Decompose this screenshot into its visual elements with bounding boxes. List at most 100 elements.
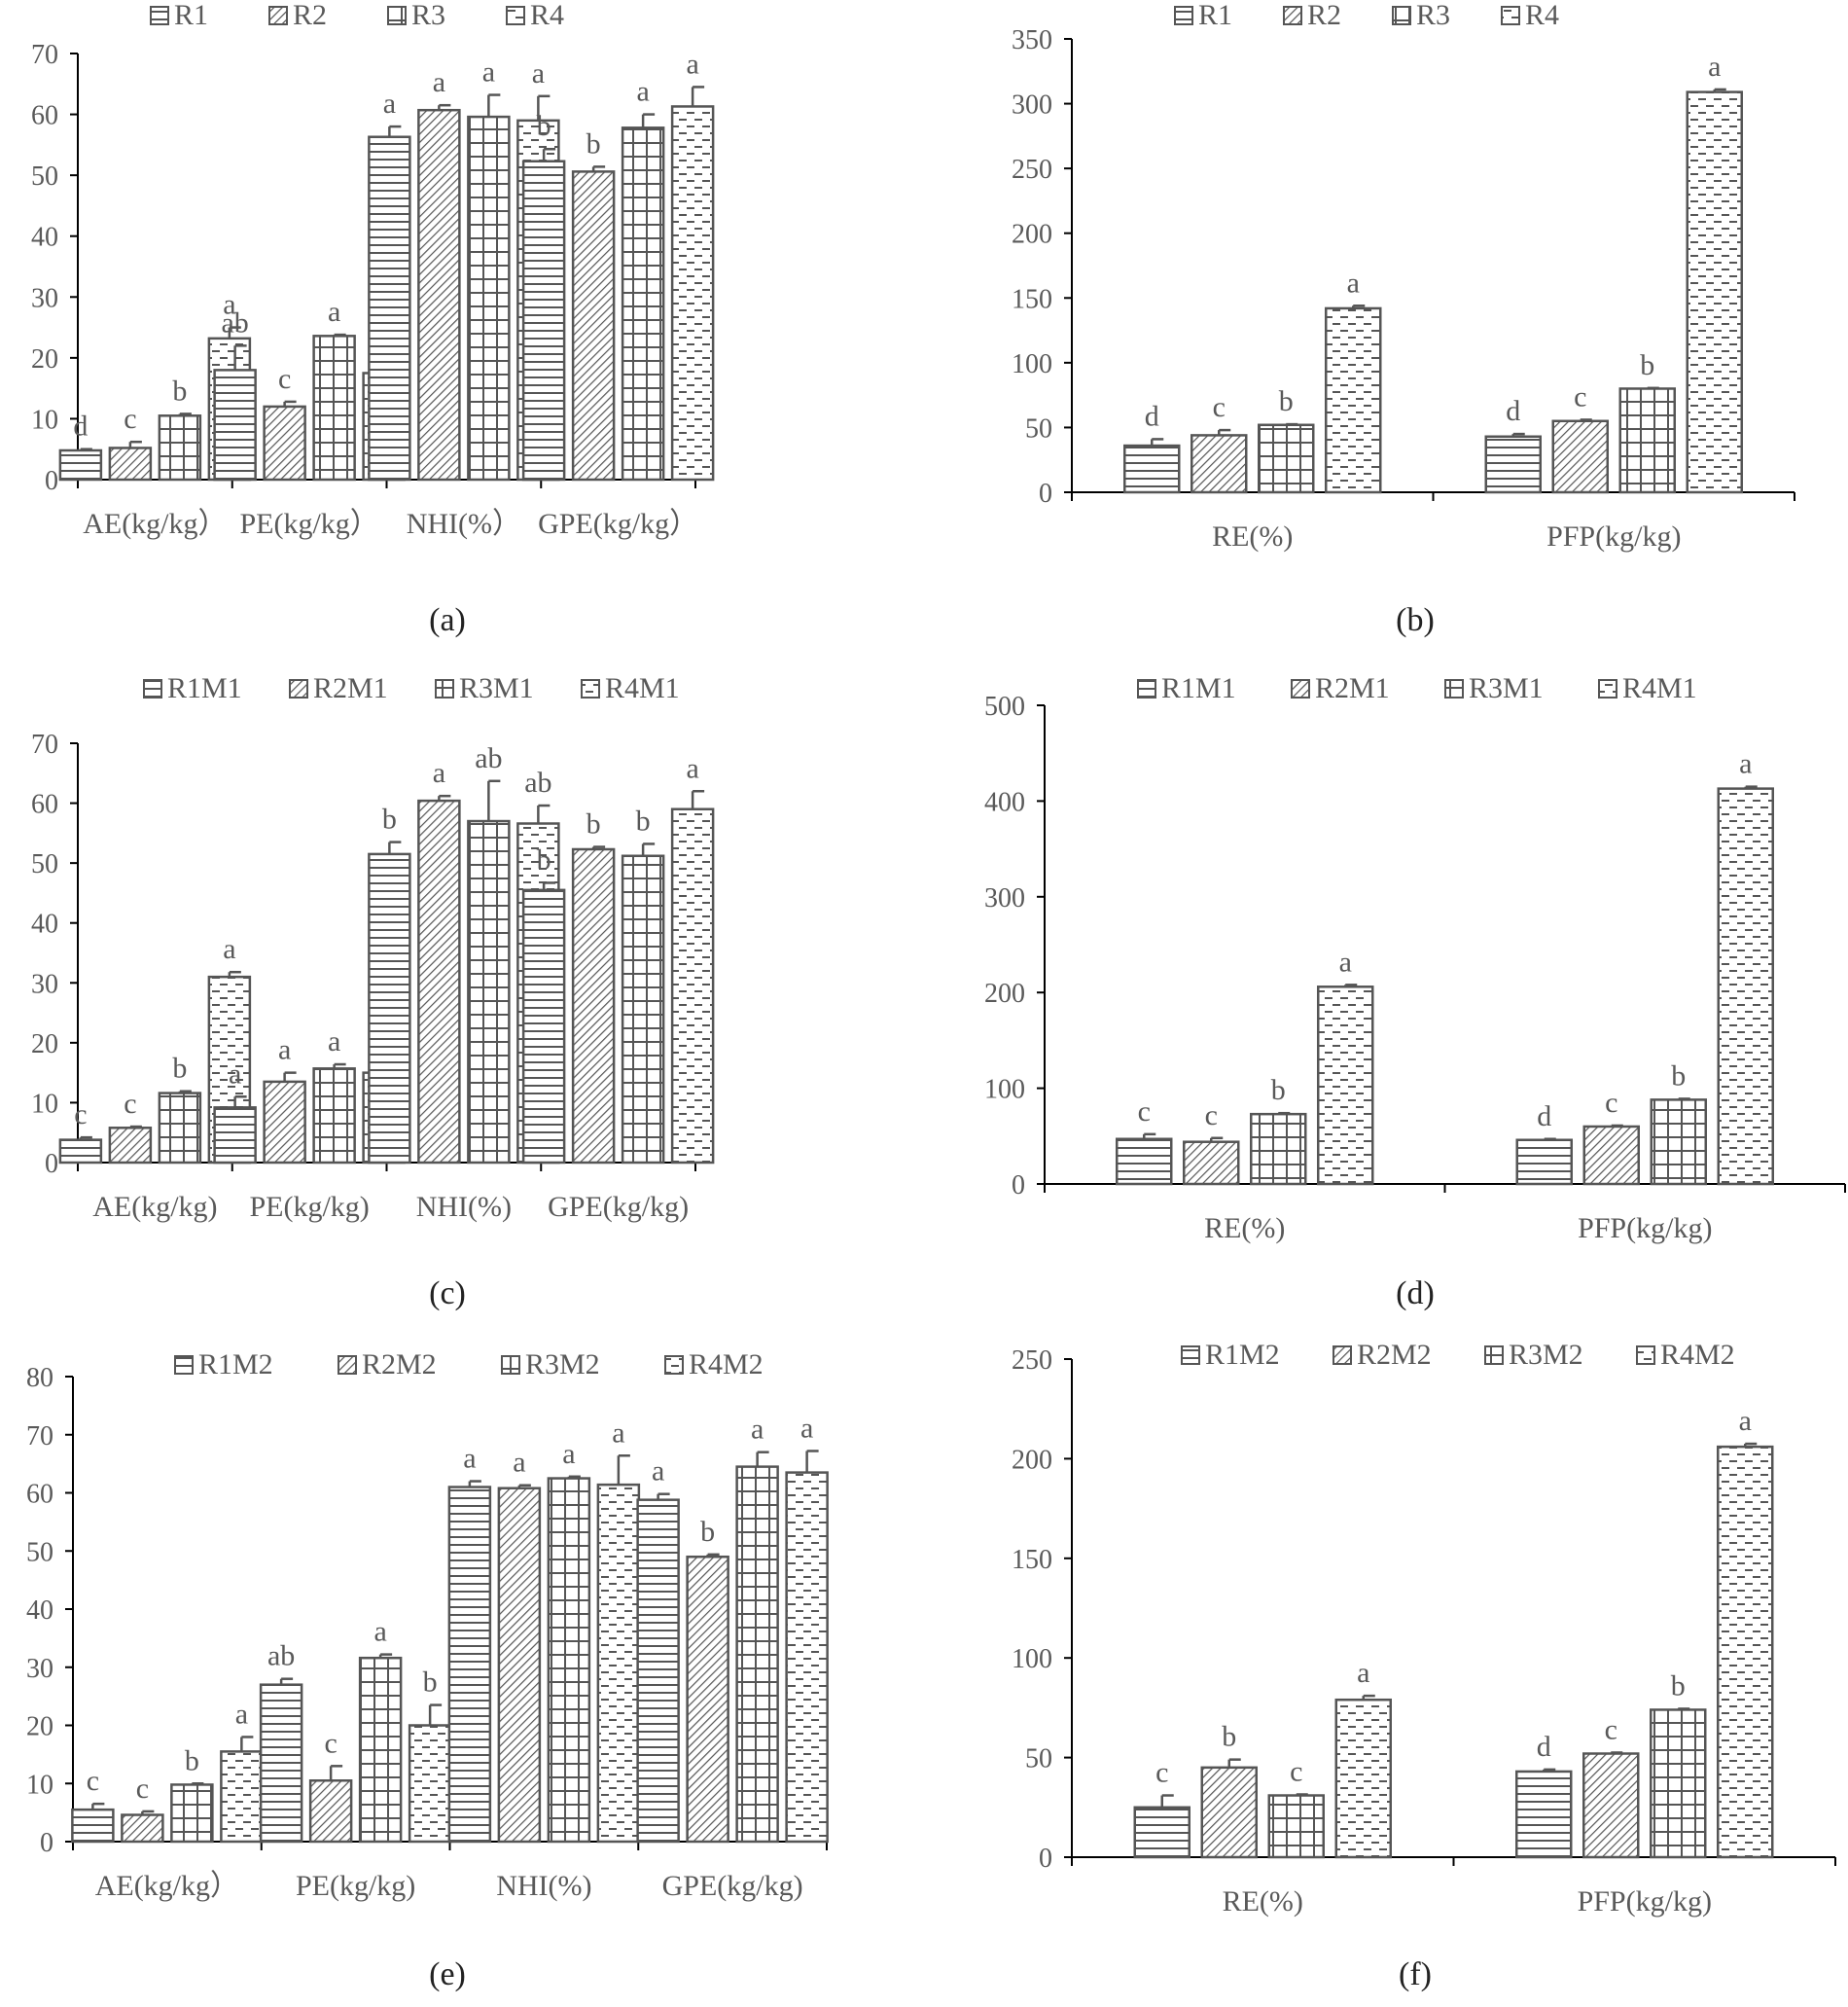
significance-letter: b (537, 110, 551, 142)
significance-letter: c (1605, 1713, 1617, 1745)
bar-R4 (1325, 306, 1382, 494)
y-tick-label: 10 (31, 1089, 58, 1119)
significance-letter: b (172, 1053, 187, 1085)
bar-R2M1 (1582, 1125, 1640, 1186)
bar-R4M1 (1317, 986, 1374, 1186)
significance-letter: a (433, 757, 445, 789)
significance-letter: b (1671, 1059, 1686, 1092)
bar-R4M2 (408, 1724, 452, 1844)
y-tick-label: 150 (1012, 284, 1052, 314)
y-tick-label: 20 (31, 1029, 58, 1059)
legend-label: R4 (530, 0, 564, 31)
x-category-label: AE(kg/kg） (95, 1870, 239, 1902)
significance-letter: a (751, 1414, 764, 1446)
y-tick-label: 50 (31, 161, 58, 192)
legend-label: R4M1 (605, 672, 680, 704)
legend-swatch-R1M2 (174, 1355, 194, 1375)
y-tick-label: 50 (1025, 1744, 1052, 1774)
panel-caption: (c) (429, 1275, 466, 1311)
bar-R3 (467, 115, 511, 482)
bar-R3 (621, 126, 665, 482)
y-tick-label: 70 (26, 1421, 53, 1451)
y-tick-label: 40 (26, 1595, 53, 1626)
significance-letter: d (1145, 400, 1159, 432)
significance-letter: b (1279, 385, 1294, 417)
bar-R3 (1618, 387, 1676, 494)
bar-R3 (312, 335, 356, 482)
y-tick-label: 80 (26, 1363, 53, 1393)
bar-R2M1 (571, 847, 616, 1165)
legend-swatch-R4 (1501, 6, 1520, 25)
significance-letter: b (382, 804, 397, 836)
bar-R2M2 (497, 1487, 542, 1844)
significance-letter: b (636, 805, 651, 837)
significance-letter: a (328, 296, 340, 328)
y-tick-label: 400 (984, 787, 1025, 817)
bar-R1 (213, 369, 257, 482)
significance-letter: a (686, 752, 698, 784)
significance-letter: a (1357, 1657, 1369, 1689)
bar-R2 (1191, 434, 1248, 494)
bar-R4M2 (1334, 1698, 1392, 1859)
bar-R1M2 (447, 1486, 492, 1844)
bar-R1M2 (1133, 1806, 1191, 1859)
y-tick-label: 20 (26, 1712, 53, 1742)
significance-letter: b (586, 127, 601, 160)
bar-R3M2 (547, 1477, 591, 1844)
significance-letter: ab (475, 742, 502, 774)
legend-swatch-R4M1 (1598, 679, 1617, 699)
y-tick-label: 30 (31, 969, 58, 999)
y-tick-label: 200 (1012, 1445, 1052, 1475)
bar-R1M2 (1515, 1770, 1573, 1859)
significance-letter: b (700, 1516, 715, 1548)
bar-R2M1 (108, 1127, 153, 1165)
y-tick-label: 60 (31, 790, 58, 820)
chart-panel-e: 0 10 20 30 40 50 60 70 80 AE(kg/kg） c c b a PE(kg/kg) a… (26, 1348, 829, 1992)
legend-swatch-R4 (506, 6, 525, 25)
significance-letter: a (235, 1698, 248, 1730)
significance-letter: c (1205, 1099, 1218, 1131)
chart-panel-f: 0 50 100 150 200 250 RE(%) c b c a PFP(kg/kg) d c b a R1… (1012, 1339, 1836, 1992)
bar-R4M2 (596, 1483, 641, 1844)
significance-letter: d (1506, 395, 1520, 427)
bar-R2 (263, 405, 306, 482)
x-category-label: AE(kg/kg) (92, 1191, 217, 1223)
bar-R3M1 (158, 1092, 202, 1165)
legend-swatch-R2M2 (338, 1355, 357, 1375)
significance-letter: a (278, 1034, 291, 1066)
significance-letter: a (1339, 946, 1352, 978)
bar-R2M1 (417, 799, 461, 1165)
bar-R3M1 (621, 854, 665, 1165)
y-tick-label: 30 (26, 1654, 53, 1684)
significance-letter: b (423, 1667, 438, 1699)
legend-label: R3 (1416, 0, 1450, 31)
bar-R1 (58, 448, 103, 482)
significance-letter: b (185, 1744, 199, 1776)
legend-label: R2M2 (362, 1348, 437, 1380)
legend-swatch-R2M1 (289, 679, 308, 699)
legend-swatch-R2 (1283, 6, 1302, 25)
bar-R3M2 (1650, 1708, 1707, 1859)
bar-R1M1 (1116, 1137, 1173, 1186)
legend-label: R4M2 (1660, 1339, 1735, 1371)
significance-letter: c (87, 1765, 99, 1797)
significance-letter: c (1574, 380, 1586, 412)
significance-letter: c (1155, 1757, 1168, 1789)
legend-label: R1 (1198, 0, 1232, 31)
bar-R4 (670, 105, 715, 482)
y-tick-label: 300 (984, 883, 1025, 914)
y-tick-label: 300 (1012, 90, 1052, 121)
bar-R2M1 (263, 1080, 306, 1165)
y-tick-label: 350 (1012, 25, 1052, 55)
y-tick-label: 30 (31, 283, 58, 313)
bar-R1 (1484, 435, 1542, 494)
x-category-label: PE(kg/kg) (249, 1191, 369, 1223)
significance-letter: b (1271, 1074, 1286, 1106)
bar-R2 (417, 108, 461, 482)
legend-label: R1M1 (1161, 672, 1236, 704)
legend-label: R3M2 (1509, 1339, 1583, 1371)
y-tick-label: 10 (26, 1770, 53, 1800)
panel-caption: (d) (1396, 1275, 1435, 1311)
significance-letter: d (1537, 1100, 1551, 1132)
